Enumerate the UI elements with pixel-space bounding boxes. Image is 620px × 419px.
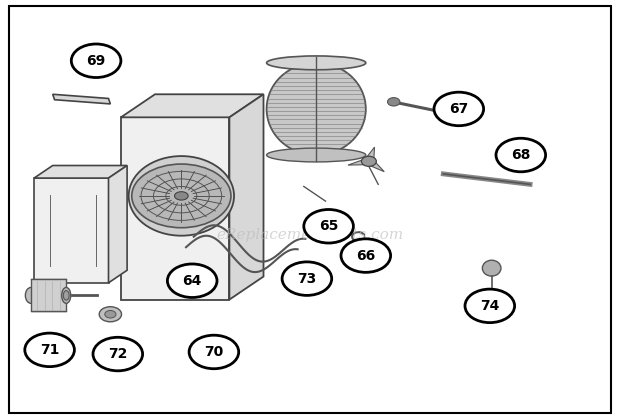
Circle shape [99, 307, 122, 322]
Ellipse shape [267, 63, 366, 155]
Circle shape [434, 92, 484, 126]
Text: 68: 68 [511, 148, 531, 162]
Polygon shape [229, 94, 264, 300]
Circle shape [341, 239, 391, 272]
Circle shape [71, 44, 121, 78]
Polygon shape [108, 166, 127, 283]
Polygon shape [31, 279, 66, 311]
Circle shape [93, 337, 143, 371]
Text: 67: 67 [449, 102, 469, 116]
Ellipse shape [267, 56, 366, 70]
Ellipse shape [62, 287, 71, 303]
Text: 69: 69 [86, 54, 106, 68]
Ellipse shape [482, 260, 501, 276]
Circle shape [105, 310, 116, 318]
Text: 65: 65 [319, 219, 339, 233]
Circle shape [304, 210, 353, 243]
Ellipse shape [131, 164, 231, 228]
Polygon shape [348, 158, 370, 165]
Circle shape [388, 98, 400, 106]
Polygon shape [34, 166, 127, 178]
Text: 70: 70 [204, 345, 224, 359]
Circle shape [189, 335, 239, 369]
Polygon shape [365, 159, 384, 172]
Circle shape [25, 333, 74, 367]
Text: 71: 71 [40, 343, 60, 357]
Circle shape [282, 262, 332, 295]
Ellipse shape [63, 291, 69, 300]
Text: 74: 74 [480, 299, 500, 313]
Ellipse shape [267, 148, 366, 162]
Polygon shape [121, 117, 229, 300]
Polygon shape [53, 94, 110, 104]
Circle shape [361, 156, 376, 166]
Circle shape [167, 264, 217, 297]
Text: eReplacementParts.com: eReplacementParts.com [216, 228, 404, 242]
Text: 64: 64 [182, 274, 202, 288]
Ellipse shape [175, 192, 188, 200]
Ellipse shape [128, 156, 234, 235]
Text: 66: 66 [356, 248, 376, 263]
Text: 73: 73 [297, 272, 317, 286]
Polygon shape [364, 147, 374, 162]
Circle shape [465, 289, 515, 323]
Polygon shape [34, 178, 108, 283]
Ellipse shape [25, 287, 37, 303]
Text: 72: 72 [108, 347, 128, 361]
Polygon shape [121, 94, 264, 117]
Circle shape [496, 138, 546, 172]
